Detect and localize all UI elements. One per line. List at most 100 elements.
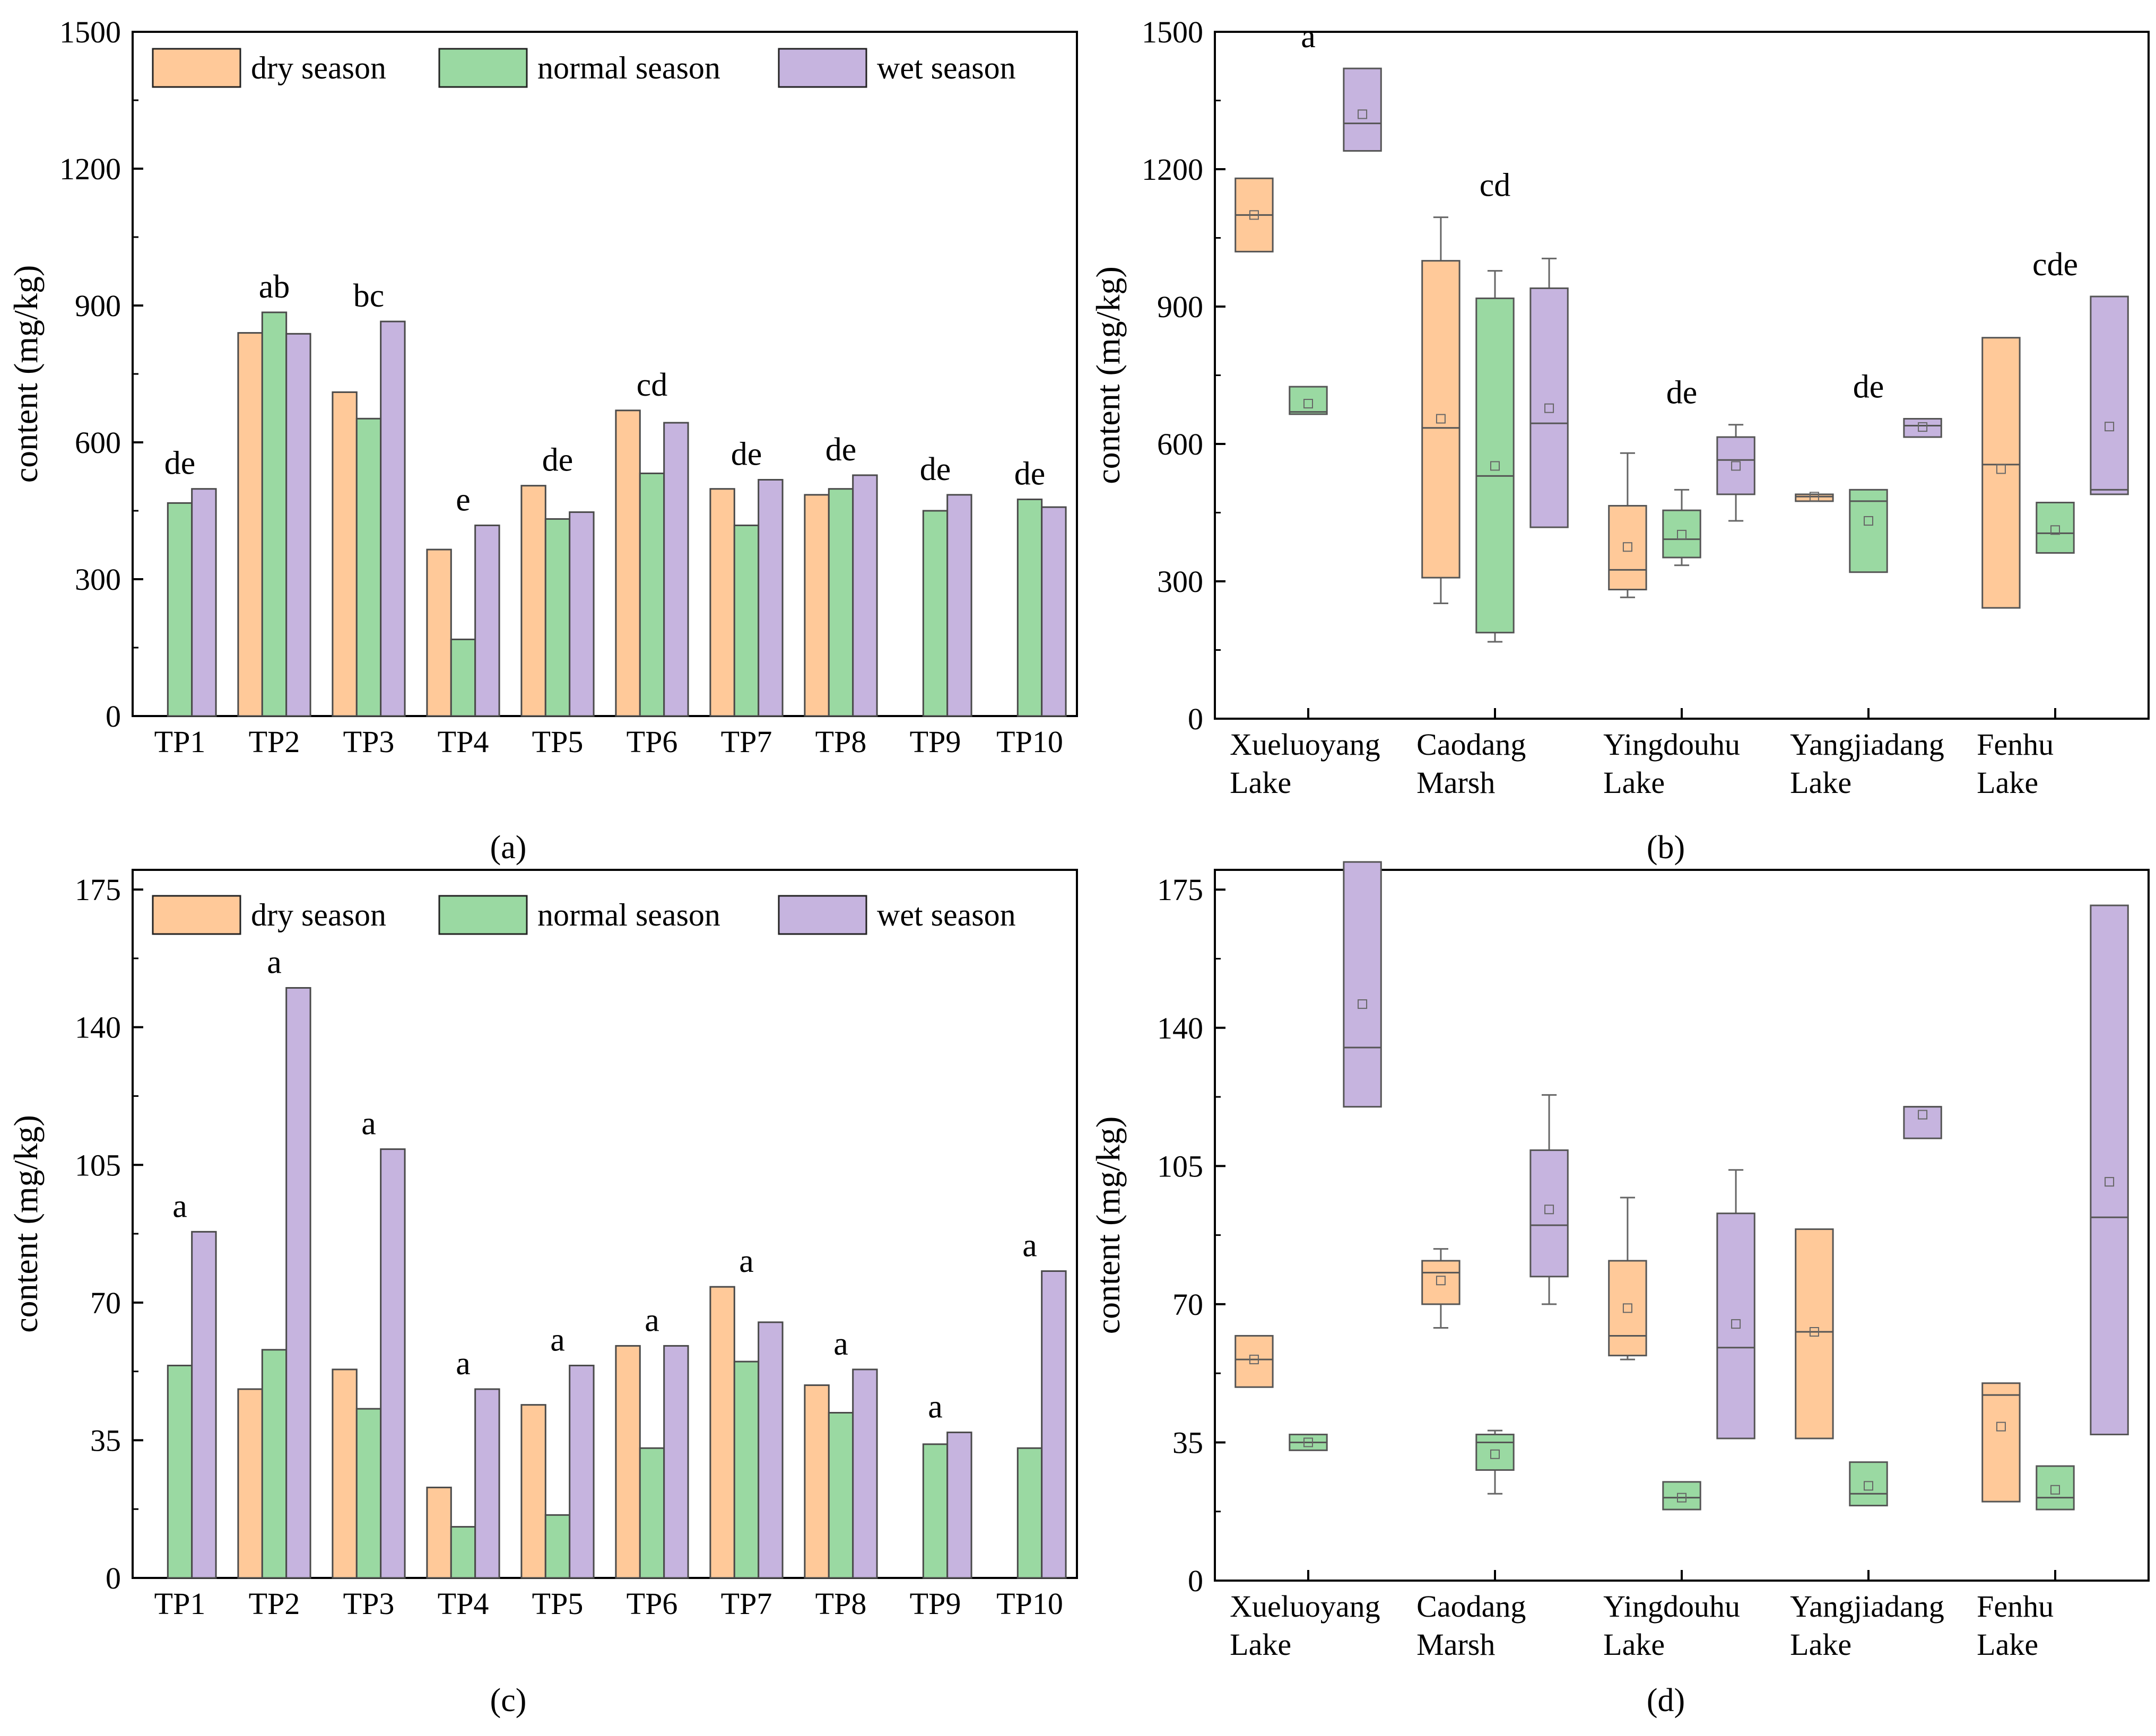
y-tick-label: 1500 (1142, 15, 1203, 49)
y-axis-label: content (mg/kg) (1089, 266, 1127, 484)
bar-dry (804, 1384, 830, 1579)
significance-letter: de (164, 446, 196, 482)
x-tick-label: TP7 (721, 1586, 772, 1621)
y-tick-label: 300 (1157, 564, 1203, 599)
bar-dry (615, 1345, 641, 1579)
significance-letter: a (1301, 19, 1316, 55)
bar-normal (167, 1365, 193, 1579)
box-dry (1235, 1334, 1274, 1388)
significance-letter: a (739, 1243, 754, 1279)
legend-swatch-dry (152, 895, 241, 935)
y-tick-label: 175 (75, 873, 121, 907)
box-wet (1343, 861, 1382, 1108)
x-tick-label: Fenhu (1977, 727, 2054, 762)
bar-dry (332, 1368, 358, 1579)
bar-wet (663, 1345, 689, 1579)
significance-letter: de (1014, 456, 1046, 492)
legend-swatch-normal (438, 48, 528, 88)
bar-normal (544, 518, 571, 717)
significance-letter: de (825, 432, 857, 468)
x-tick-label: TP1 (154, 725, 206, 759)
mean-marker-wet (1358, 109, 1368, 119)
y-tick-label: 105 (75, 1148, 121, 1182)
x-tick-label: Lake (1603, 1627, 1665, 1662)
significance-letter: de (542, 442, 573, 478)
significance-letter: a (550, 1322, 565, 1358)
bar-normal (450, 1526, 476, 1579)
x-tick-label: Xueluoyang (1230, 727, 1380, 762)
box-dry (1795, 493, 1834, 502)
legend-swatch-dry (152, 48, 241, 88)
box-normal (1289, 386, 1328, 415)
x-tick-label: Lake (1790, 1627, 1851, 1662)
bar-dry (237, 332, 263, 717)
box-wet (1716, 1212, 1755, 1440)
legend-swatch-wet (778, 48, 867, 88)
bar-normal (922, 1443, 949, 1579)
x-tick-label: TP10 (996, 1586, 1063, 1621)
x-tick-label: Yangjiadang (1790, 1589, 1944, 1624)
box-normal (2036, 1465, 2075, 1511)
x-tick-label: Yingdouhu (1603, 727, 1740, 762)
plot-frame (132, 869, 1078, 1579)
bar-normal (450, 639, 476, 717)
x-tick-label: Yangjiadang (1790, 727, 1944, 762)
box-wet (2090, 904, 2129, 1436)
panel-label-c: (c) (490, 1682, 527, 1718)
box-wet (2090, 295, 2129, 495)
x-tick-label: Lake (1790, 765, 1851, 800)
significance-letter: ab (259, 269, 290, 305)
significance-letter: cd (1480, 168, 1511, 204)
y-tick-label: 140 (75, 1010, 121, 1045)
panel-c: 0 35 70 105 140 175 content (mg/kg) TP1 a TP2 a TP3… (7, 869, 1078, 1621)
significance-letter: a (267, 945, 282, 981)
legend-swatch-wet (778, 895, 867, 935)
bar-wet (569, 1365, 595, 1579)
bar-normal (733, 1360, 760, 1579)
bar-normal (261, 311, 288, 717)
y-tick-label: 35 (1172, 1425, 1203, 1460)
mean-marker-normal (1864, 516, 1873, 526)
mean-marker-dry (1809, 492, 1819, 502)
y-tick-label: 1200 (1142, 152, 1203, 187)
significance-letter: de (731, 437, 762, 473)
x-tick-label: Xueluoyang (1230, 1589, 1380, 1624)
mean-marker-normal (1677, 529, 1686, 539)
mean-marker-dry (1996, 1421, 2006, 1432)
box-normal (1475, 297, 1515, 634)
x-tick-label: TP7 (721, 725, 772, 759)
y-tick-label: 1200 (59, 152, 121, 186)
x-tick-label: Lake (1977, 765, 2038, 800)
x-tick-label: Marsh (1416, 765, 1495, 800)
x-tick-label: TP3 (343, 1586, 395, 1621)
bar-dry (426, 1486, 452, 1579)
bar-dry (709, 488, 735, 717)
legend-label-normal: normal season (537, 897, 720, 932)
mean-marker-wet (1918, 422, 1928, 432)
x-tick-label: Fenhu (1977, 1589, 2054, 1624)
x-tick-label: TP4 (438, 1586, 489, 1621)
x-tick-label: TP2 (249, 725, 300, 759)
bar-wet (474, 525, 500, 717)
x-tick-label: Yingdouhu (1603, 1589, 1740, 1624)
panel-b: 0 300 600 900 1200 1500 content (mg/kg) Xueluoy… (1089, 15, 2150, 800)
x-tick-label: TP8 (815, 725, 867, 759)
bar-normal (828, 1412, 854, 1579)
panel-label-b: (b) (1647, 830, 1685, 866)
box-wet (1903, 418, 1942, 438)
bar-normal (1016, 1447, 1043, 1579)
y-tick-label: 0 (106, 699, 121, 734)
mean-marker-dry (1996, 464, 2006, 474)
y-tick-label: 600 (75, 425, 121, 460)
box-dry (1421, 1260, 1460, 1305)
bar-wet (380, 1148, 406, 1579)
bar-wet (191, 488, 217, 717)
bar-wet (380, 320, 406, 717)
bar-wet (285, 333, 311, 717)
bar-normal (355, 417, 382, 717)
bar-wet (946, 1432, 972, 1579)
legend-label-wet: wet season (877, 50, 1016, 85)
bar-wet (852, 1368, 878, 1579)
significance-letter: de (1666, 375, 1698, 411)
